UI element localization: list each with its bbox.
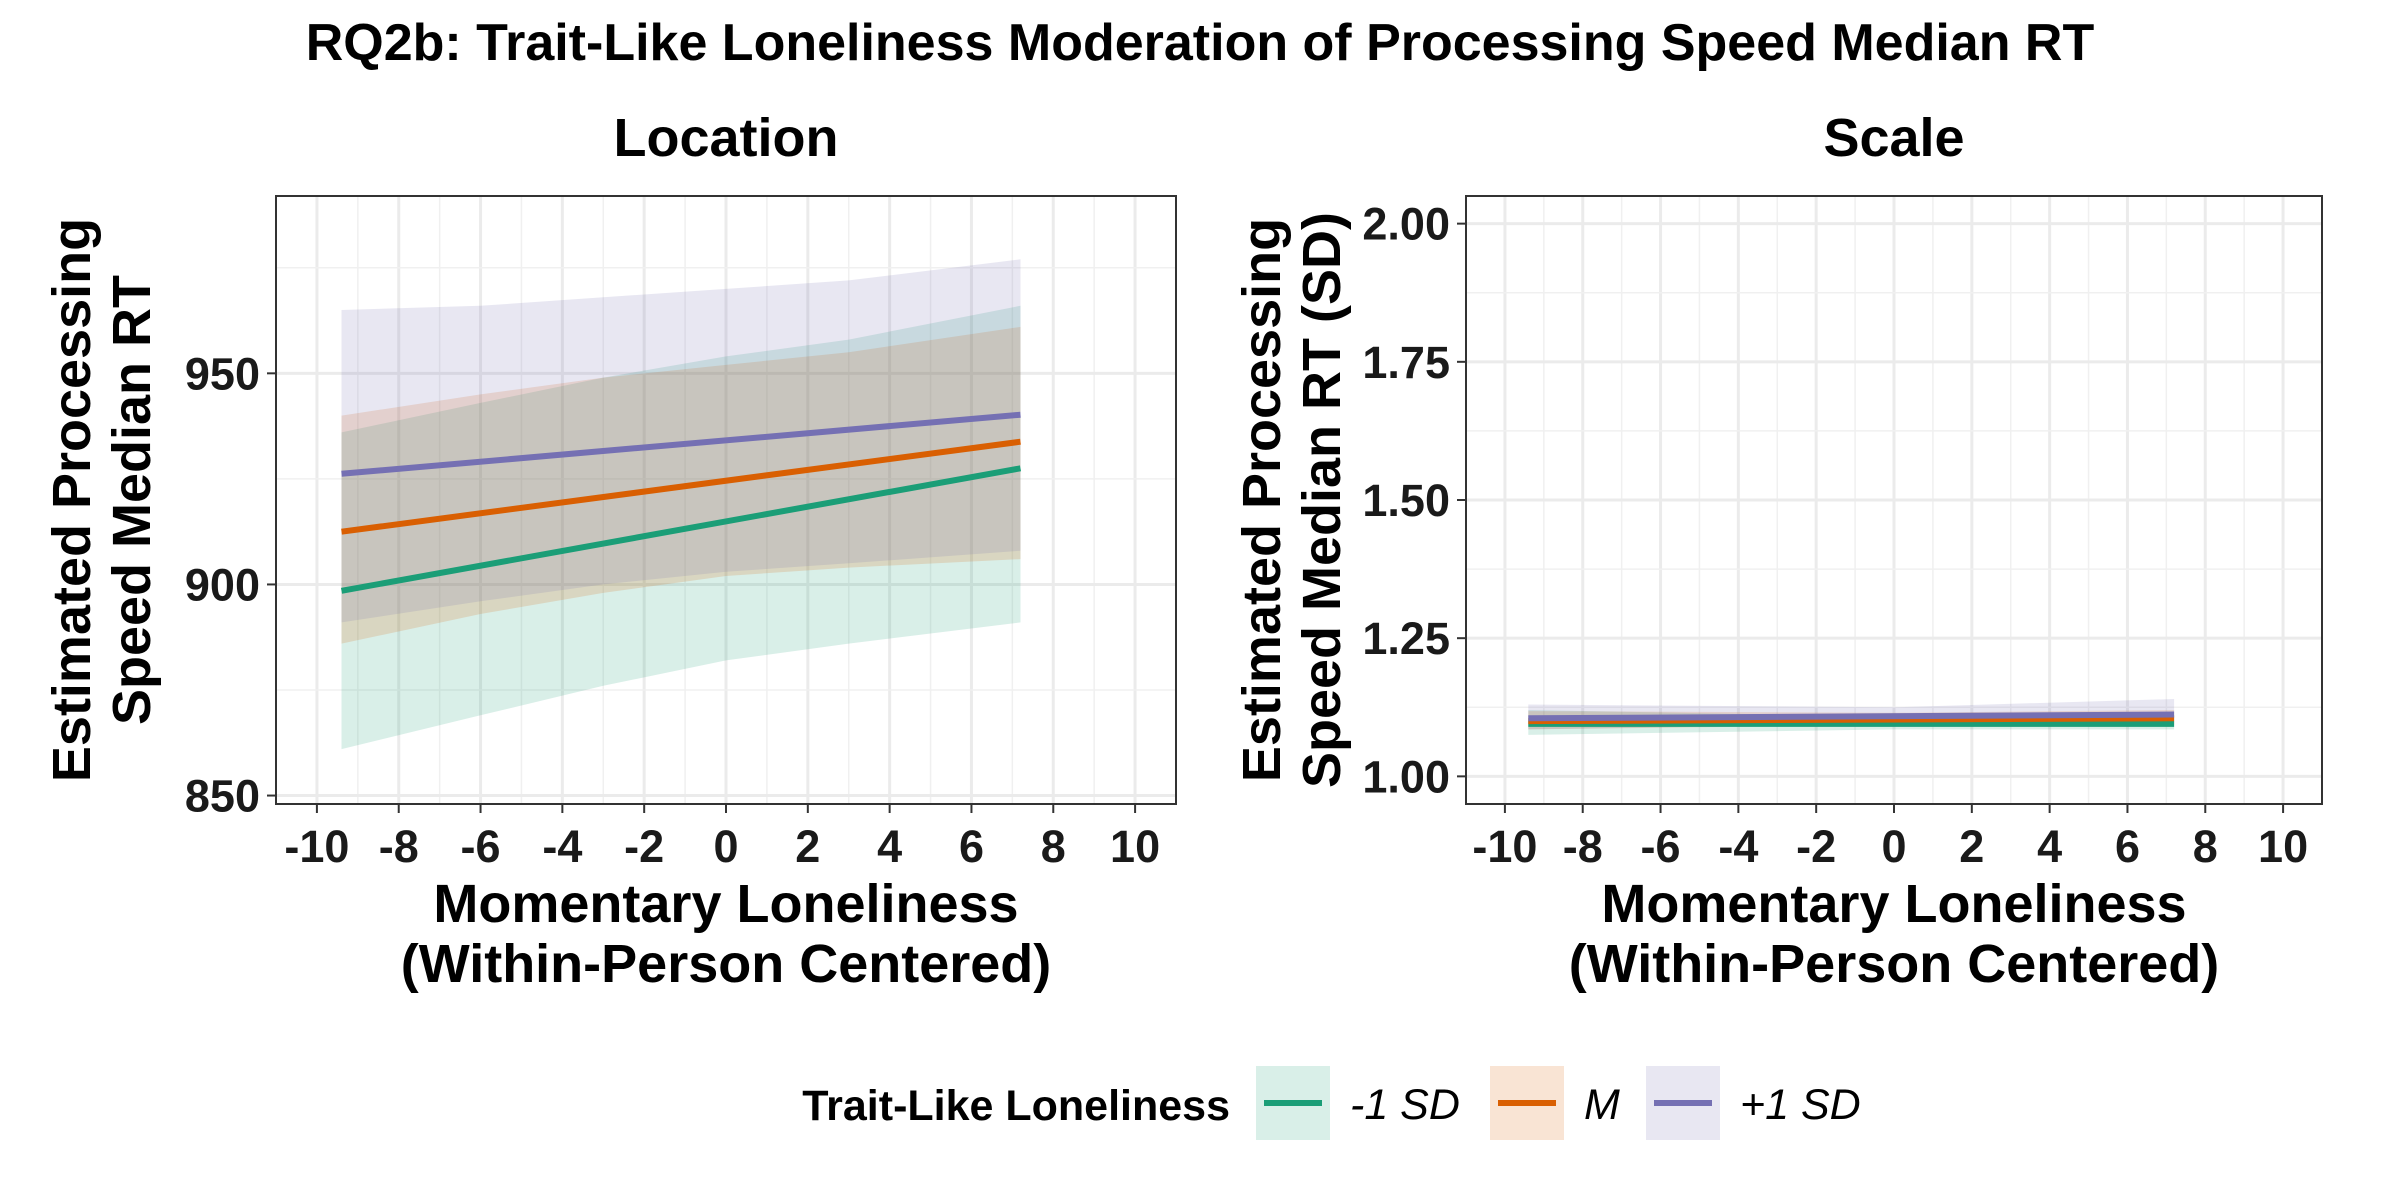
series-line-m <box>341 438 1021 535</box>
x-tick-label: 8 <box>1041 821 1066 872</box>
x-axis-title: (Within-Person Centered) <box>1569 934 2220 994</box>
y-tick-label: 1.50 <box>1362 475 1450 526</box>
legend-items: -1 SD M +1 SD <box>1256 1066 1861 1140</box>
y-axis-title: Estimated Processing <box>1232 218 1292 782</box>
panel-scale: Scale -10 -8 -6 -4 -2 0 2 4 6 8 10 1.00 1.25 1.50 1.75 2… <box>1232 108 2323 994</box>
x-tick-label: -10 <box>284 821 349 872</box>
x-axis-title: Momentary Loneliness <box>1601 874 2186 934</box>
legend-item: -1 SD <box>1256 1066 1460 1140</box>
x-tick-label: 2 <box>795 821 820 872</box>
ribbon-1sd <box>341 259 1021 623</box>
y-tick-label: 2.00 <box>1362 199 1450 250</box>
y-axis-title: Speed Median RT <box>102 275 162 725</box>
x-tick-label: -2 <box>1796 821 1836 872</box>
x-tick-label: 8 <box>2193 821 2218 872</box>
y-tick-label: 950 <box>185 348 260 399</box>
x-tick-label: 6 <box>2115 821 2140 872</box>
series-line-1sd <box>341 411 1021 477</box>
x-tick-label: -4 <box>542 821 582 872</box>
panel-title: Scale <box>1823 108 1964 168</box>
x-tick-label: -8 <box>1563 821 1603 872</box>
y-tick-label: 1.00 <box>1362 751 1450 802</box>
panel-title: Location <box>614 108 839 168</box>
panel-location: Location -10 -8 -6 -4 -2 0 2 4 6 8 10 850 900 950 Momen… <box>42 108 1177 994</box>
x-tick-label: 4 <box>877 821 902 872</box>
legend-title: Trait-Like Loneliness <box>802 1082 1230 1130</box>
x-tick-label: 0 <box>1881 821 1906 872</box>
y-tick-label: 1.75 <box>1362 337 1450 388</box>
x-tick-label: -6 <box>461 821 501 872</box>
x-tick-label: -10 <box>1472 821 1537 872</box>
x-tick-label: -8 <box>379 821 419 872</box>
x-axis-title: Momentary Loneliness <box>433 874 1018 934</box>
y-tick-label: 850 <box>185 771 260 822</box>
x-axis-title: (Within-Person Centered) <box>401 934 1052 994</box>
series-line-1sd <box>1528 711 2175 722</box>
x-tick-label: -2 <box>624 821 664 872</box>
x-tick-label: 6 <box>959 821 984 872</box>
x-tick-label: 2 <box>1959 821 1984 872</box>
gridlines <box>1466 196 2322 804</box>
series-line-1sd <box>340 465 1022 594</box>
x-tick-label: 4 <box>2037 821 2062 872</box>
x-tick-label: -6 <box>1641 821 1681 872</box>
y-tick-label: 900 <box>185 559 260 610</box>
legend-label: +1 SD <box>1740 1081 1861 1129</box>
y-axis-title: Estimated Processing <box>42 218 102 782</box>
legend-item: M <box>1490 1066 1620 1140</box>
gridlines <box>276 196 1176 804</box>
x-tick-label: 10 <box>1110 821 1160 872</box>
y-tick-label: 1.25 <box>1362 613 1450 664</box>
legend-label: -1 SD <box>1350 1081 1460 1129</box>
legend-item: +1 SD <box>1646 1066 1861 1140</box>
x-tick-label: 10 <box>2258 821 2308 872</box>
x-tick-label: -4 <box>1718 821 1758 872</box>
y-axis-title: Speed Median RT (SD) <box>1292 212 1352 788</box>
x-tick-label: 0 <box>713 821 738 872</box>
figure-title: RQ2b: Trait-Like Loneliness Moderation o… <box>306 14 2095 72</box>
legend: Trait-Like Loneliness -1 SD M +1 SD <box>802 1066 1861 1140</box>
legend-label: M <box>1584 1081 1620 1129</box>
